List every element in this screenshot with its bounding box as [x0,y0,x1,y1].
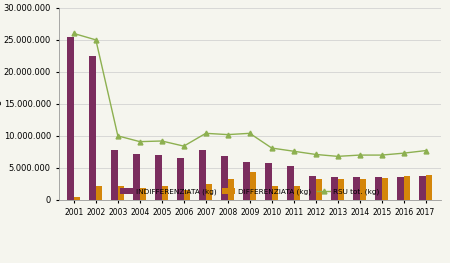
Bar [177,158,184,200]
Bar [250,172,256,200]
Bar [155,155,162,200]
RSU tot. (kg) [335,155,340,158]
RSU tot. (kg) [291,150,297,153]
Bar [221,156,228,200]
RSU tot. (kg) [159,139,165,143]
Bar [360,179,366,200]
RSU tot. (kg) [379,154,384,157]
Bar [419,176,426,200]
Bar [375,178,382,200]
Bar [426,175,432,200]
Bar [133,154,140,200]
RSU tot. (kg) [137,140,143,143]
RSU tot. (kg) [71,32,76,35]
Bar [96,186,103,200]
RSU tot. (kg) [423,149,428,152]
Bar [74,197,81,200]
Bar [89,56,96,200]
Bar [68,37,74,200]
Bar [228,179,234,200]
Bar [243,162,250,200]
Bar [272,186,279,200]
Bar [316,179,322,200]
Line: RSU tot. (kg): RSU tot. (kg) [72,31,428,159]
RSU tot. (kg) [401,151,406,155]
Bar [265,163,272,200]
Bar [382,178,388,200]
Bar [331,178,338,200]
Bar [397,177,404,200]
Bar [184,190,190,200]
Bar [294,186,300,200]
Bar [118,186,125,200]
Bar [140,188,146,200]
RSU tot. (kg) [313,153,319,156]
Bar [338,179,344,200]
Bar [287,166,294,200]
Legend: INDIFFERENZIATA (kg), DIFFERENZIATA (kg), RSU tot. (kg): INDIFFERENZIATA (kg), DIFFERENZIATA (kg)… [117,185,382,198]
Bar [111,150,118,200]
RSU tot. (kg) [115,134,121,138]
RSU tot. (kg) [203,132,208,135]
Bar [404,176,410,200]
Bar [206,184,212,200]
RSU tot. (kg) [247,132,252,135]
Bar [353,177,360,200]
Bar [309,176,316,200]
Y-axis label: kg: kg [0,98,1,110]
RSU tot. (kg) [181,145,186,148]
Bar [199,150,206,200]
RSU tot. (kg) [93,38,99,42]
RSU tot. (kg) [269,146,274,150]
RSU tot. (kg) [357,154,362,157]
Bar [162,186,168,200]
RSU tot. (kg) [225,133,230,136]
